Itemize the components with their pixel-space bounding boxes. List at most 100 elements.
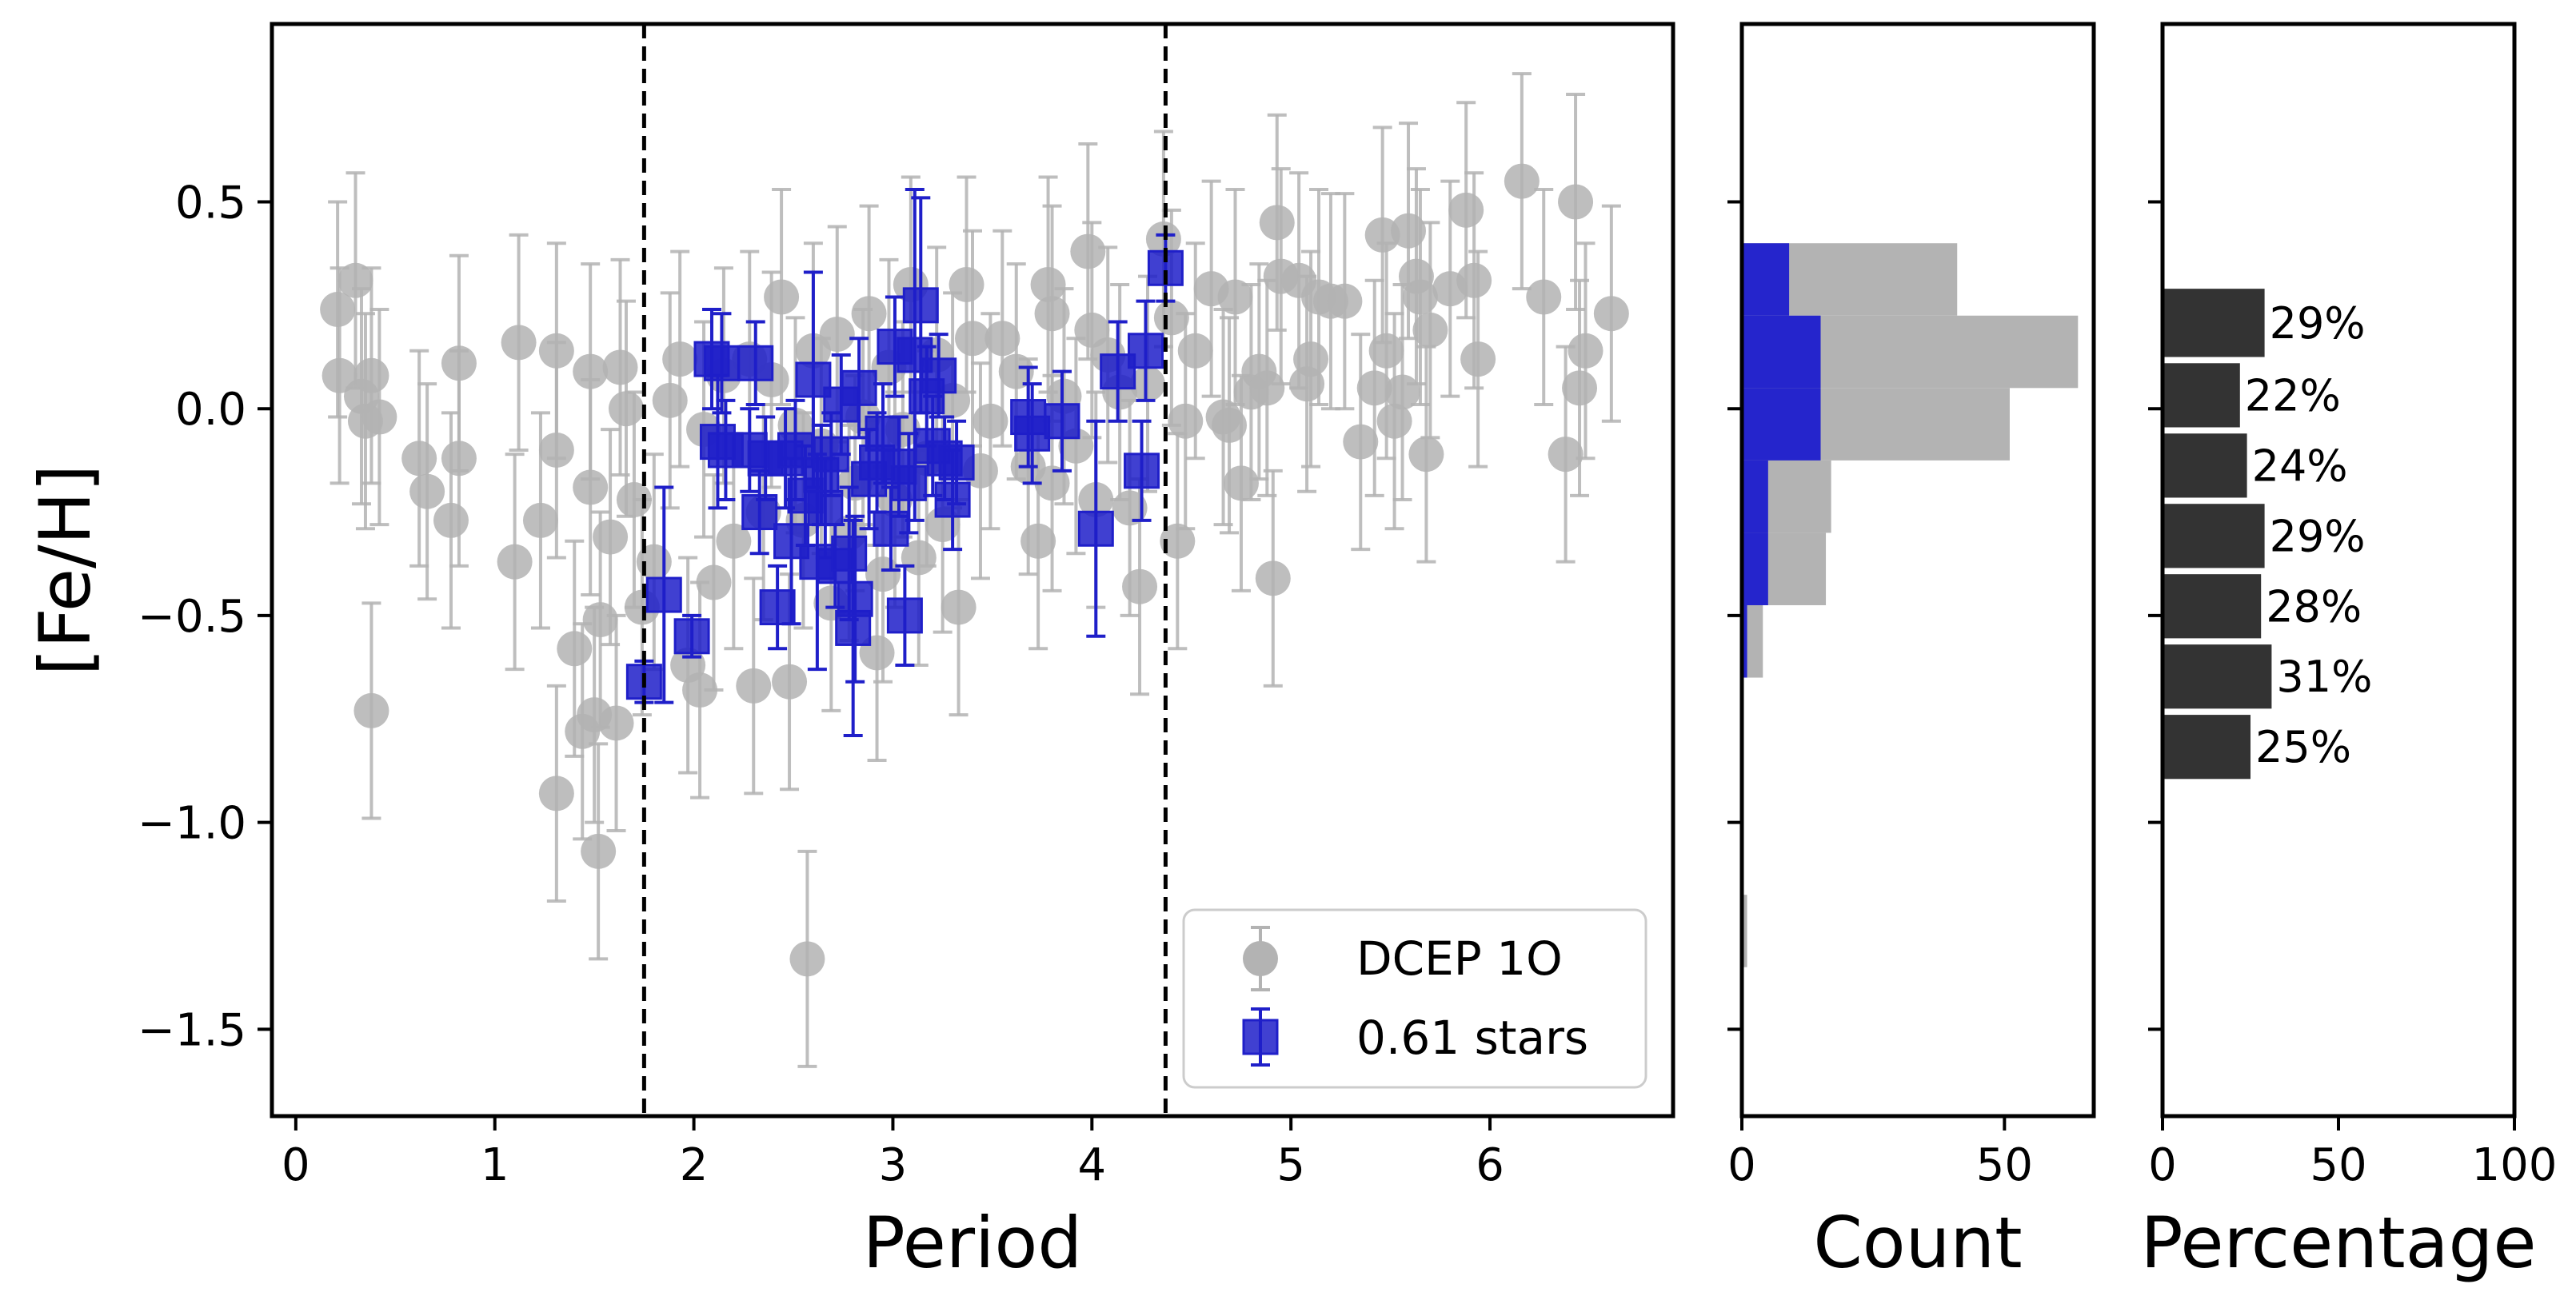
count-tick-label: 50 [1976, 1139, 2033, 1191]
count-bar-061-stars [1742, 460, 1768, 533]
star-point [841, 369, 877, 406]
count-axis-label: Count [1813, 1202, 2022, 1284]
dcep-point [353, 692, 389, 728]
x-tick-label: 2 [680, 1139, 709, 1191]
dcep-point [1526, 279, 1562, 315]
dcep-point [1177, 333, 1213, 369]
scatter-border [270, 22, 1675, 1119]
count-bar-dcep [1742, 895, 1747, 967]
percentage-bar-label: 22% [2245, 370, 2341, 421]
dcep-point [1030, 266, 1066, 302]
dcep-point [636, 544, 672, 580]
count-ticks: 0 50 [1727, 200, 2033, 1191]
dcep-point [557, 631, 593, 667]
percentage-bar-label: 25% [2255, 722, 2351, 772]
dcep-point [652, 382, 688, 418]
percentage-panel: 29% 22% 24% 29% 28% 31% 25% 0 50 100 Percentage [2140, 22, 2557, 1284]
y-axis-label: [Fe/H] [24, 465, 106, 676]
dcep-point [1593, 296, 1629, 332]
star-point [1124, 453, 1160, 489]
dcep-point [1130, 366, 1165, 402]
dcep-point [998, 353, 1034, 389]
dcep-point [1070, 233, 1106, 269]
dcep-point [353, 357, 389, 393]
dcep-point [1217, 279, 1253, 315]
percentage-bars [2163, 289, 2272, 780]
legend-label-dcep: DCEP 1O [1356, 931, 1563, 986]
percentage-bar [2163, 574, 2262, 639]
y-tick-label: −1.0 [138, 798, 246, 850]
dcep-point [1504, 163, 1540, 199]
star-point [759, 589, 796, 626]
dcep-point [1391, 213, 1427, 249]
dcep-point [696, 564, 732, 600]
percentage-axis-label: Percentage [2140, 1202, 2536, 1284]
dcep-point [1568, 333, 1604, 369]
count-bar-061-stars [1742, 604, 1747, 678]
dcep-point [433, 502, 469, 538]
dcep-point [522, 502, 558, 538]
scatter-ticks: 0 1 2 3 4 5 6 −1.5 −1.0 −0.5 0.0 0.5 [138, 177, 1504, 1191]
legend-box [1182, 908, 1647, 1089]
dcep-point [538, 776, 574, 812]
percentage-bar-label: 24% [2252, 441, 2348, 491]
dcep-point [1249, 370, 1285, 406]
dcep-point [1212, 407, 1248, 443]
star-point [1044, 403, 1080, 440]
percentage-bar [2163, 644, 2272, 709]
dcep-point [1327, 283, 1363, 319]
dcep-point [1255, 560, 1291, 596]
dcep-point [972, 403, 1008, 439]
percentage-bar [2163, 363, 2240, 428]
legend-marker-061-stars [1242, 1007, 1279, 1067]
dcep-point [497, 544, 533, 580]
count-frame [1739, 22, 2096, 1119]
star-point [1077, 510, 1114, 547]
star-point [921, 357, 957, 394]
dcep-point [616, 482, 652, 518]
dcep-point [1448, 192, 1484, 228]
count-bar-061-stars [1742, 532, 1768, 605]
dcep-point [1223, 465, 1259, 501]
dcep-point [361, 399, 397, 435]
count-bars [1742, 243, 2079, 967]
dcep-point [1402, 279, 1438, 315]
dcep-point [1460, 341, 1496, 377]
percentage-bar [2163, 715, 2251, 780]
star-point [807, 489, 844, 526]
dcep-point [582, 602, 618, 638]
percentage-ticks: 0 50 100 [2148, 200, 2557, 1191]
star-point [886, 597, 923, 634]
dcep-point [1558, 184, 1594, 220]
x-tick-label: 0 [282, 1139, 310, 1191]
dcep-point [608, 391, 644, 427]
scatter-panel: 0 1 2 3 4 5 6−1.5−1.0−0.50.00.5 Period [Fe/H] … [24, 22, 1675, 1284]
y-tick-label: −0.5 [138, 591, 246, 643]
star-point [934, 481, 971, 518]
dcep-point [337, 262, 373, 298]
dcep-point [1376, 403, 1412, 439]
percentage-bar-label: 29% [2270, 511, 2366, 561]
period-limit-lines [641, 24, 1168, 1116]
percentage-bar [2163, 433, 2247, 498]
percentage-tick-label: 50 [2310, 1139, 2366, 1191]
dcep-point [955, 321, 990, 357]
legend-label-061-stars: 0.61 stars [1356, 1011, 1588, 1065]
dcep-point [1456, 262, 1492, 298]
dcep-point [409, 473, 445, 509]
dcep-point [1122, 568, 1158, 604]
dcep-point [764, 279, 800, 315]
star-point [1128, 333, 1164, 369]
star-point [703, 345, 740, 381]
legend: DCEP 1O 0.61 stars [1182, 908, 1647, 1089]
y-tick-label: −1.5 [138, 1004, 246, 1056]
star-point [1014, 415, 1051, 452]
dcep-point [1408, 437, 1444, 473]
star-point [741, 494, 778, 531]
dcep-point [581, 833, 617, 869]
star-point [673, 618, 710, 655]
legend-square [1242, 1019, 1279, 1055]
count-bar-061-stars [1742, 243, 1790, 316]
dcep-point [441, 441, 477, 477]
